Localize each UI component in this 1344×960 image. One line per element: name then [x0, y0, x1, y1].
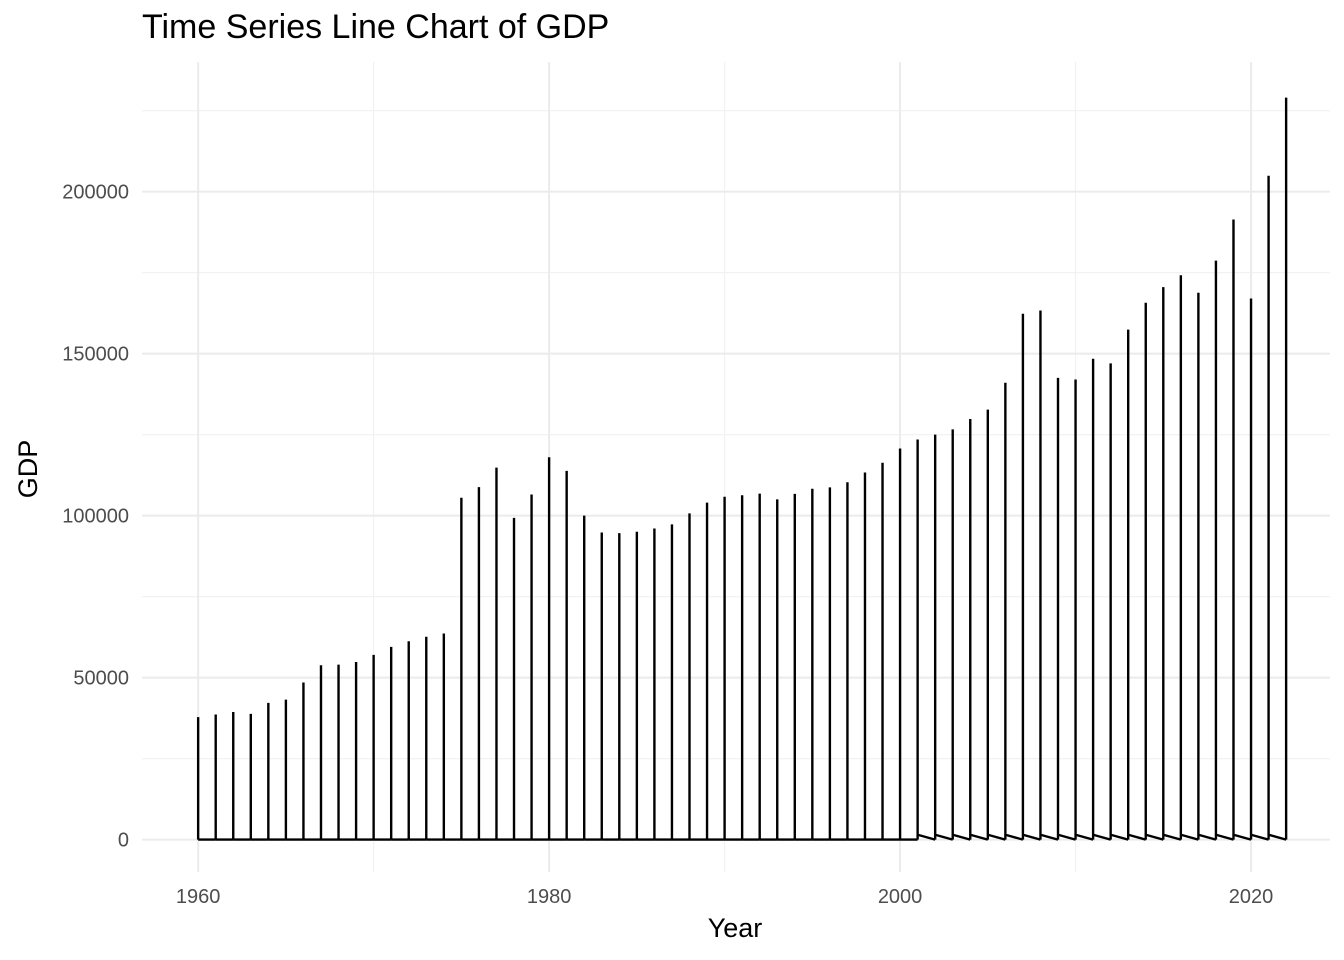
x-axis-title: Year	[708, 913, 763, 943]
series-connector-segment	[1075, 833, 1094, 841]
y-axis-title: GDP	[13, 440, 43, 499]
y-tick-label: 50000	[73, 668, 129, 690]
series-connector-segment	[1233, 833, 1252, 841]
series-connector-segment	[987, 833, 1006, 841]
y-tick-label: 200000	[62, 182, 129, 204]
series-connector-segment	[1005, 833, 1024, 841]
series-connector-segment	[1268, 833, 1287, 841]
series-connector-segment	[1215, 833, 1234, 841]
series-connector-segment	[952, 833, 971, 841]
tick-labels: 1960 1980 2000 2020 0 50000 100000 150000 200000	[62, 182, 1273, 908]
series-connector-segment	[1127, 833, 1147, 841]
x-tick-label: 1980	[527, 886, 572, 908]
series-connector-segment	[917, 833, 936, 841]
series-connector-segment	[1180, 833, 1199, 841]
series-connector-segment	[1022, 833, 1041, 841]
x-tick-label: 1960	[176, 886, 221, 908]
y-tick-label: 100000	[62, 506, 129, 528]
series-connector-segment	[1250, 833, 1269, 841]
series-connector-segment	[934, 833, 954, 841]
series-connector-segment	[1145, 833, 1164, 841]
series-connector-segment	[1040, 833, 1059, 841]
series-connector-segment	[1162, 833, 1182, 841]
series-connector-segment	[969, 833, 989, 841]
x-tick-label: 2020	[1229, 886, 1274, 908]
x-tick-label: 2000	[878, 886, 923, 908]
series-connector-segment	[1057, 833, 1076, 841]
series-connector-segment	[1110, 833, 1129, 841]
y-tick-label: 150000	[62, 344, 129, 366]
chart-title: Time Series Line Chart of GDP	[142, 8, 610, 46]
series-layer	[196, 97, 1288, 841]
y-tick-label: 0	[118, 830, 129, 852]
series-connector-segment	[1198, 833, 1217, 841]
series-connector-segment	[1092, 833, 1111, 841]
